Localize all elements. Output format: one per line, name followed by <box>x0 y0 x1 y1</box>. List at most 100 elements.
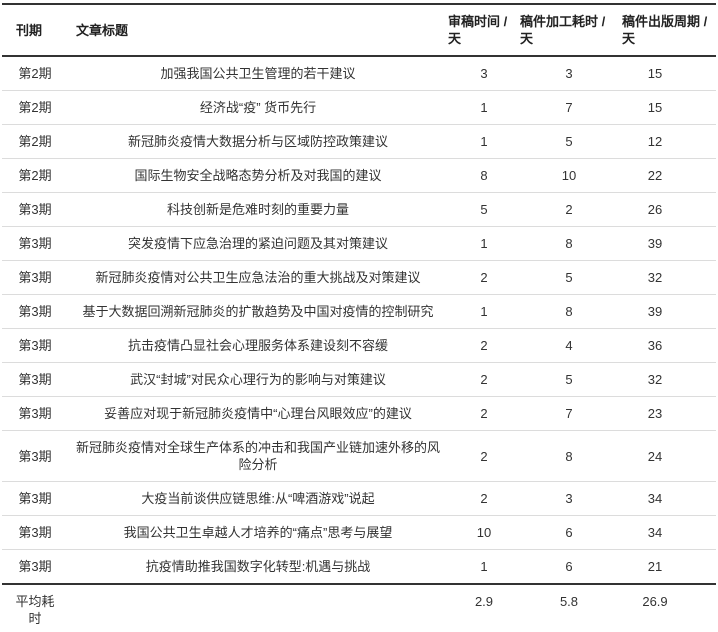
cell-process: 10 <box>520 158 618 193</box>
cell-review: 10 <box>448 515 520 550</box>
column-header-issue: 刊期 <box>2 3 68 57</box>
cell-cycle: 21 <box>618 549 716 585</box>
cell-process: 6 <box>520 549 618 585</box>
cell-process: 5 <box>520 124 618 159</box>
cell-cycle: 32 <box>618 362 716 397</box>
cell-cycle: 15 <box>618 56 716 91</box>
cell-cycle: 34 <box>618 515 716 550</box>
table-row: 第3期 抗击疫情凸显社会心理服务体系建设刻不容缓 2 4 36 <box>2 328 716 363</box>
table-row: 第3期 抗疫情助推我国数字化转型:机遇与挑战 1 6 21 <box>2 549 716 585</box>
cell-title: 我国公共卫生卓越人才培养的“痛点”思考与展望 <box>68 515 448 550</box>
cell-cycle: 24 <box>618 430 716 482</box>
cell-issue: 第3期 <box>2 515 68 550</box>
cell-title: 经济战“疫” 货币先行 <box>68 90 448 125</box>
average-process-value: 5.8 <box>520 584 618 632</box>
cell-process: 5 <box>520 362 618 397</box>
cell-issue: 第3期 <box>2 362 68 397</box>
cell-title: 抗疫情助推我国数字化转型:机遇与挑战 <box>68 549 448 585</box>
cell-process: 6 <box>520 515 618 550</box>
cell-review: 2 <box>448 396 520 431</box>
cell-title: 新冠肺炎疫情对公共卫生应急法治的重大挑战及对策建议 <box>68 260 448 295</box>
cell-title: 突发疫情下应急治理的紧迫问题及其对策建议 <box>68 226 448 261</box>
cell-review: 2 <box>448 328 520 363</box>
table-row: 第3期 基于大数据回溯新冠肺炎的扩散趋势及中国对疫情的控制研究 1 8 39 <box>2 294 716 329</box>
cell-title: 武汉“封城”对民众心理行为的影响与对策建议 <box>68 362 448 397</box>
publication-stats-table: 刊期 文章标题 审稿时间 / 天 稿件加工耗时 / 天 稿件出版周期 / 天 第… <box>2 3 716 632</box>
cell-process: 2 <box>520 192 618 227</box>
header-row: 刊期 文章标题 审稿时间 / 天 稿件加工耗时 / 天 稿件出版周期 / 天 <box>2 3 716 57</box>
table-row: 第3期 妥善应对现于新冠肺炎疫情中“心理台风眼效应”的建议 2 7 23 <box>2 396 716 431</box>
cell-review: 3 <box>448 56 520 91</box>
cell-cycle: 36 <box>618 328 716 363</box>
table-footer: 平均耗时 2.9 5.8 26.9 <box>2 584 716 632</box>
table-row: 第3期 大疫当前谈供应链思维:从“啤酒游戏”说起 2 3 34 <box>2 481 716 516</box>
cell-issue: 第2期 <box>2 90 68 125</box>
cell-review: 2 <box>448 260 520 295</box>
cell-process: 7 <box>520 396 618 431</box>
cell-process: 8 <box>520 226 618 261</box>
cell-process: 3 <box>520 56 618 91</box>
cell-review: 1 <box>448 549 520 585</box>
cell-issue: 第3期 <box>2 328 68 363</box>
cell-title: 新冠肺炎疫情对全球生产体系的冲击和我国产业链加速外移的风险分析 <box>68 430 448 482</box>
cell-process: 5 <box>520 260 618 295</box>
cell-cycle: 22 <box>618 158 716 193</box>
table-row: 第3期 科技创新是危难时刻的重要力量 5 2 26 <box>2 192 716 227</box>
cell-issue: 第2期 <box>2 158 68 193</box>
cell-review: 8 <box>448 158 520 193</box>
table-row: 第3期 我国公共卫生卓越人才培养的“痛点”思考与展望 10 6 34 <box>2 515 716 550</box>
cell-title: 国际生物安全战略态势分析及对我国的建议 <box>68 158 448 193</box>
cell-process: 4 <box>520 328 618 363</box>
cell-cycle: 39 <box>618 226 716 261</box>
cell-issue: 第3期 <box>2 430 68 482</box>
cell-issue: 第3期 <box>2 396 68 431</box>
cell-review: 5 <box>448 192 520 227</box>
cell-process: 8 <box>520 430 618 482</box>
cell-review: 1 <box>448 90 520 125</box>
table-row: 第2期 新冠肺炎疫情大数据分析与区域防控政策建议 1 5 12 <box>2 124 716 159</box>
average-cycle-value: 26.9 <box>618 584 716 632</box>
cell-issue: 第3期 <box>2 549 68 585</box>
cell-review: 1 <box>448 226 520 261</box>
cell-issue: 第3期 <box>2 481 68 516</box>
table-row: 第3期 新冠肺炎疫情对全球生产体系的冲击和我国产业链加速外移的风险分析 2 8 … <box>2 430 716 482</box>
column-header-title: 文章标题 <box>68 3 448 57</box>
average-label: 平均耗时 <box>2 584 68 632</box>
cell-cycle: 23 <box>618 396 716 431</box>
column-header-process: 稿件加工耗时 / 天 <box>520 3 618 57</box>
cell-issue: 第2期 <box>2 124 68 159</box>
cell-title: 新冠肺炎疫情大数据分析与区域防控政策建议 <box>68 124 448 159</box>
column-header-cycle: 稿件出版周期 / 天 <box>618 3 716 57</box>
cell-cycle: 34 <box>618 481 716 516</box>
cell-title: 加强我国公共卫生管理的若干建议 <box>68 56 448 91</box>
cell-title: 基于大数据回溯新冠肺炎的扩散趋势及中国对疫情的控制研究 <box>68 294 448 329</box>
average-row: 平均耗时 2.9 5.8 26.9 <box>2 584 716 632</box>
cell-issue: 第3期 <box>2 226 68 261</box>
cell-review: 1 <box>448 124 520 159</box>
table-body: 第2期 加强我国公共卫生管理的若干建议 3 3 15 第2期 经济战“疫” 货币… <box>2 56 716 585</box>
cell-review: 2 <box>448 430 520 482</box>
cell-cycle: 39 <box>618 294 716 329</box>
cell-review: 2 <box>448 362 520 397</box>
cell-process: 3 <box>520 481 618 516</box>
average-review-value: 2.9 <box>448 584 520 632</box>
cell-issue: 第3期 <box>2 192 68 227</box>
table-header: 刊期 文章标题 审稿时间 / 天 稿件加工耗时 / 天 稿件出版周期 / 天 <box>2 3 716 57</box>
average-title-empty <box>68 584 448 632</box>
cell-title: 抗击疫情凸显社会心理服务体系建设刻不容缓 <box>68 328 448 363</box>
table-row: 第3期 新冠肺炎疫情对公共卫生应急法治的重大挑战及对策建议 2 5 32 <box>2 260 716 295</box>
table-row: 第2期 国际生物安全战略态势分析及对我国的建议 8 10 22 <box>2 158 716 193</box>
table-row: 第3期 武汉“封城”对民众心理行为的影响与对策建议 2 5 32 <box>2 362 716 397</box>
cell-title: 科技创新是危难时刻的重要力量 <box>68 192 448 227</box>
cell-title: 大疫当前谈供应链思维:从“啤酒游戏”说起 <box>68 481 448 516</box>
cell-cycle: 15 <box>618 90 716 125</box>
table-row: 第2期 经济战“疫” 货币先行 1 7 15 <box>2 90 716 125</box>
cell-title: 妥善应对现于新冠肺炎疫情中“心理台风眼效应”的建议 <box>68 396 448 431</box>
cell-issue: 第3期 <box>2 294 68 329</box>
cell-cycle: 26 <box>618 192 716 227</box>
column-header-review: 审稿时间 / 天 <box>448 3 520 57</box>
cell-process: 8 <box>520 294 618 329</box>
table-row: 第3期 突发疫情下应急治理的紧迫问题及其对策建议 1 8 39 <box>2 226 716 261</box>
cell-issue: 第3期 <box>2 260 68 295</box>
cell-cycle: 32 <box>618 260 716 295</box>
